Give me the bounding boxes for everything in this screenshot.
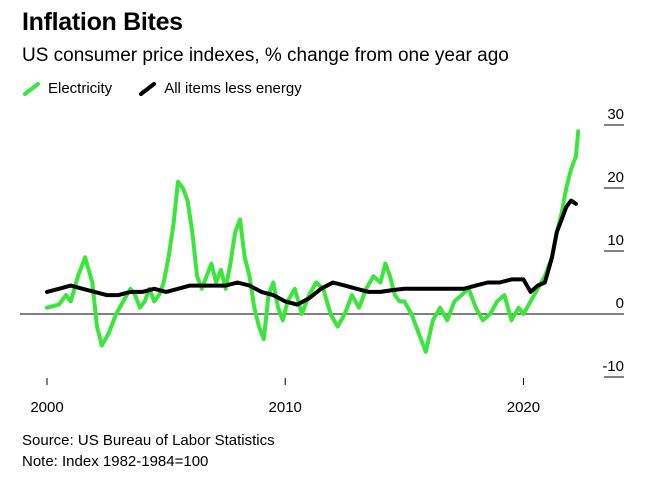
legend-item-all-items-less-energy: All items less energy bbox=[138, 80, 302, 97]
y-tick-label: -10 bbox=[602, 358, 624, 375]
y-tick-label: 20 bbox=[607, 169, 624, 186]
chart-subtitle: US consumer price indexes, % change from… bbox=[22, 45, 509, 66]
legend-swatch-electricity-icon bbox=[23, 81, 40, 96]
x-tick-label: 2010 bbox=[269, 399, 302, 416]
y-tick-label: 10 bbox=[607, 232, 624, 249]
legend-item-electricity: Electricity bbox=[22, 80, 112, 97]
legend-swatch-core-icon bbox=[139, 81, 157, 96]
x-tick-label: 2000 bbox=[30, 399, 63, 416]
series-line-electricity bbox=[45, 129, 581, 354]
source-note: Source: US Bureau of Labor Statistics bbox=[22, 432, 275, 449]
series-line-all-items-less-energy bbox=[45, 198, 578, 307]
index-note: Note: Index 1982-1984=100 bbox=[22, 453, 209, 470]
x-tick-label: 2020 bbox=[507, 399, 540, 416]
legend-label-electricity: Electricity bbox=[48, 80, 113, 97]
footnotes: Source: US Bureau of Labor Statistics No… bbox=[22, 430, 275, 472]
legend: Electricity All items less energy bbox=[22, 80, 328, 97]
y-tick-label: 0 bbox=[616, 295, 624, 312]
chart-title: Inflation Bites bbox=[22, 8, 183, 36]
legend-label-all-items-less-energy: All items less energy bbox=[164, 80, 302, 97]
y-tick-label: 30 bbox=[607, 106, 624, 123]
